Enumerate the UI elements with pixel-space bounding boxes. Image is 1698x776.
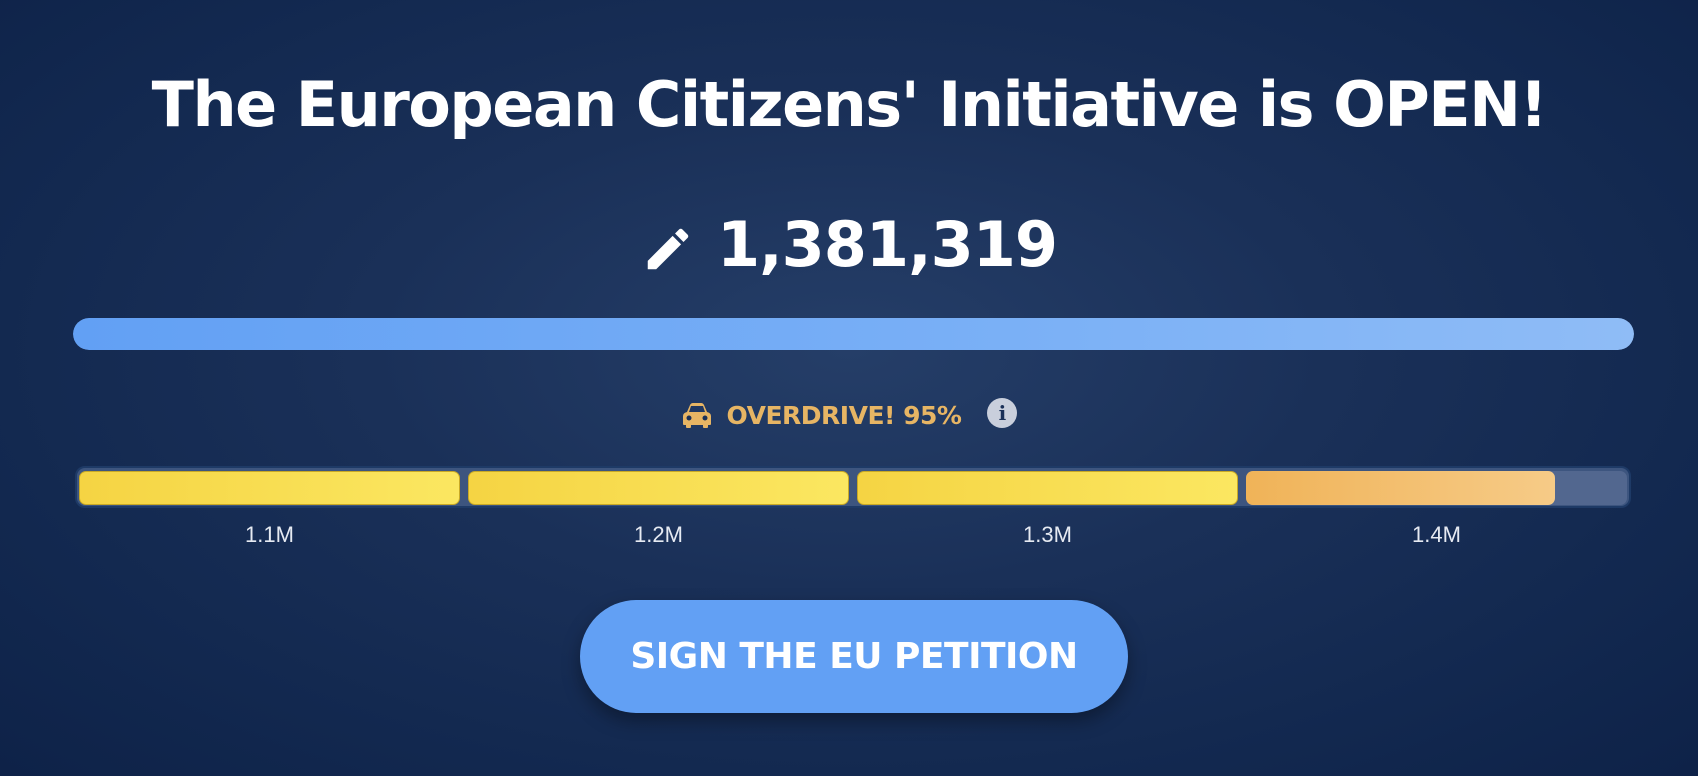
milestone-segment [79,471,460,505]
milestone-segment [468,471,849,505]
milestone-label: 1.1M [245,522,294,547]
info-icon[interactable]: i [987,398,1018,428]
overdrive-status: OVERDRIVE! 95% i [0,398,1698,430]
signature-counter: 1,381,319 [0,208,1698,281]
signature-progress-bar [73,318,1634,350]
milestone-segment [1246,471,1627,505]
milestone-label: 1.2M [634,522,683,547]
car-icon [682,403,711,428]
pencil-icon [647,228,689,269]
milestone-label: 1.3M [1023,522,1072,547]
page-title: The European Citizens' Initiative is OPE… [151,68,1548,141]
sign-petition-label: SIGN THE EU PETITION [630,636,1078,677]
milestone-label: 1.4M [1412,522,1461,547]
sign-petition-button[interactable]: SIGN THE EU PETITION [580,600,1128,713]
milestone-track [75,466,1631,508]
milestone-segment [857,471,1238,505]
signature-count: 1,381,319 [716,208,1058,281]
signature-progress-fill [73,318,1634,350]
milestone-segment-fill [1246,471,1555,505]
overdrive-label: OVERDRIVE! 95% [726,400,962,430]
